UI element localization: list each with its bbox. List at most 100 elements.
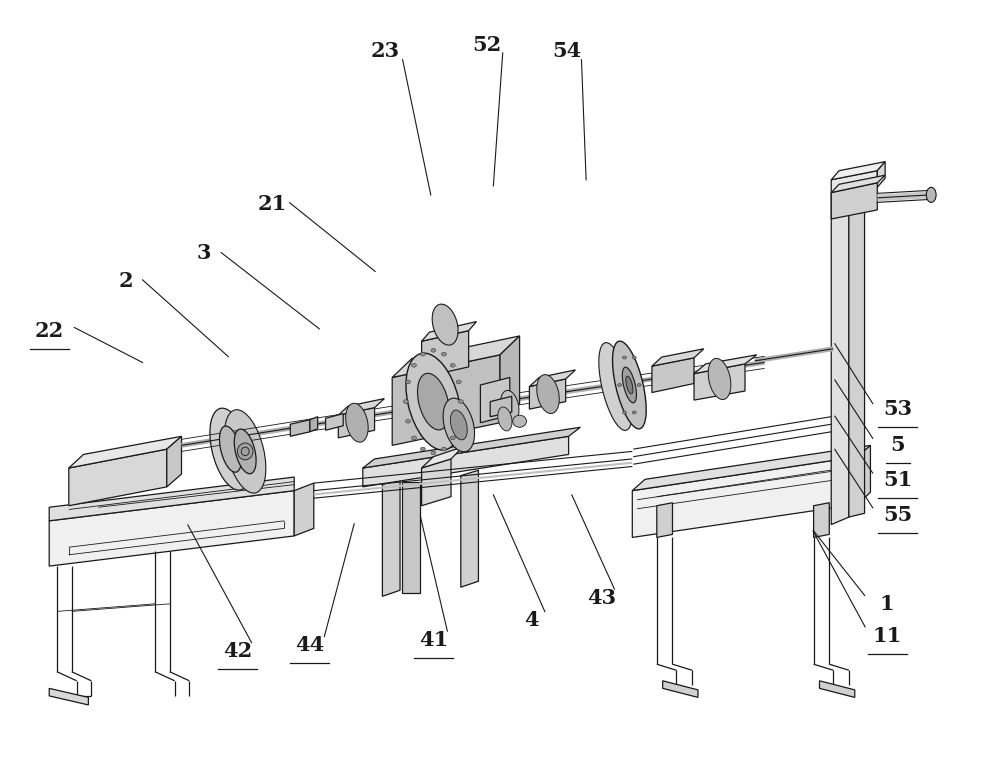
Polygon shape (694, 364, 745, 400)
Polygon shape (632, 445, 870, 490)
Ellipse shape (406, 420, 410, 424)
Polygon shape (422, 330, 469, 377)
Ellipse shape (403, 400, 408, 403)
Polygon shape (480, 377, 510, 423)
Text: 53: 53 (883, 399, 912, 419)
Polygon shape (652, 358, 694, 393)
Ellipse shape (412, 436, 416, 440)
Polygon shape (831, 171, 877, 198)
Text: 23: 23 (371, 42, 400, 62)
Polygon shape (694, 355, 757, 373)
Ellipse shape (431, 348, 436, 352)
Text: 51: 51 (883, 470, 913, 490)
Polygon shape (422, 322, 476, 341)
Ellipse shape (210, 408, 251, 490)
Polygon shape (831, 176, 885, 192)
Ellipse shape (632, 411, 636, 414)
Ellipse shape (622, 356, 626, 359)
Polygon shape (461, 470, 478, 588)
Polygon shape (310, 417, 318, 432)
Polygon shape (500, 336, 520, 423)
Polygon shape (392, 336, 520, 377)
Ellipse shape (450, 410, 467, 440)
Ellipse shape (456, 420, 461, 424)
Polygon shape (858, 445, 870, 504)
Ellipse shape (450, 363, 455, 367)
Polygon shape (652, 349, 704, 367)
Polygon shape (663, 681, 698, 698)
Text: 41: 41 (419, 630, 448, 650)
Ellipse shape (622, 411, 626, 414)
Text: 52: 52 (473, 35, 502, 55)
Polygon shape (490, 397, 512, 417)
Ellipse shape (441, 353, 446, 356)
Polygon shape (849, 187, 865, 517)
Polygon shape (49, 688, 88, 705)
Ellipse shape (458, 400, 463, 403)
Ellipse shape (926, 187, 936, 203)
Ellipse shape (420, 353, 425, 356)
Polygon shape (49, 490, 294, 566)
Ellipse shape (501, 390, 519, 422)
Ellipse shape (406, 380, 410, 384)
Text: 1: 1 (880, 594, 894, 614)
Ellipse shape (498, 407, 512, 431)
Polygon shape (392, 355, 500, 445)
Polygon shape (877, 162, 885, 187)
Ellipse shape (637, 383, 641, 387)
Text: 42: 42 (223, 641, 252, 661)
Polygon shape (831, 182, 877, 219)
Text: 43: 43 (587, 588, 616, 608)
Polygon shape (69, 437, 182, 468)
Ellipse shape (513, 415, 526, 427)
Ellipse shape (346, 403, 368, 442)
Text: 4: 4 (524, 611, 539, 631)
Polygon shape (529, 370, 575, 387)
Ellipse shape (599, 343, 632, 430)
Polygon shape (657, 503, 672, 537)
Polygon shape (290, 420, 310, 437)
Polygon shape (814, 503, 829, 537)
Polygon shape (422, 459, 451, 506)
Ellipse shape (241, 447, 249, 456)
Text: 5: 5 (891, 435, 905, 455)
Ellipse shape (412, 363, 416, 367)
Ellipse shape (450, 436, 455, 440)
Text: 22: 22 (35, 320, 64, 340)
Ellipse shape (234, 429, 256, 474)
Ellipse shape (420, 447, 425, 451)
Ellipse shape (441, 447, 446, 451)
Ellipse shape (537, 374, 559, 413)
Ellipse shape (456, 380, 461, 384)
Polygon shape (338, 407, 375, 438)
Ellipse shape (613, 341, 646, 429)
Ellipse shape (622, 367, 636, 403)
Ellipse shape (406, 353, 461, 450)
Ellipse shape (237, 443, 253, 460)
Polygon shape (632, 457, 858, 537)
Polygon shape (363, 427, 580, 468)
Polygon shape (326, 413, 343, 430)
Ellipse shape (431, 451, 436, 455)
Ellipse shape (443, 398, 475, 452)
Text: 11: 11 (872, 625, 902, 645)
Text: 2: 2 (118, 271, 133, 291)
Text: 55: 55 (883, 505, 913, 525)
Ellipse shape (432, 304, 458, 345)
Text: 21: 21 (258, 194, 287, 214)
Text: 44: 44 (295, 635, 325, 655)
Ellipse shape (418, 373, 449, 430)
Polygon shape (338, 399, 384, 415)
Polygon shape (167, 437, 182, 487)
Ellipse shape (708, 358, 731, 400)
Polygon shape (819, 681, 855, 698)
Polygon shape (831, 162, 885, 179)
Polygon shape (69, 449, 167, 506)
Polygon shape (294, 483, 314, 536)
Ellipse shape (225, 410, 266, 493)
Ellipse shape (626, 376, 633, 394)
Ellipse shape (632, 356, 636, 359)
Ellipse shape (220, 426, 241, 472)
Polygon shape (49, 477, 294, 521)
Text: 54: 54 (552, 42, 581, 62)
